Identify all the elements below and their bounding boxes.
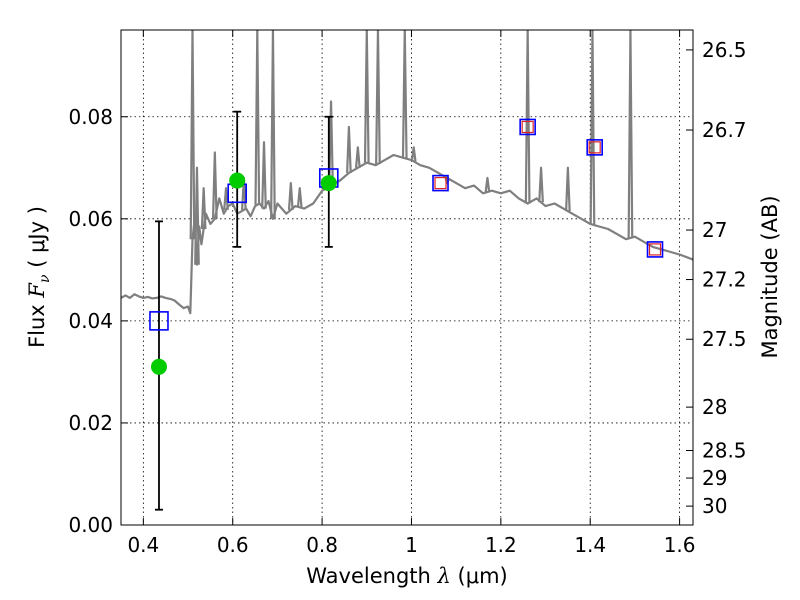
emission-line [270, 30, 276, 219]
emission-line [211, 151, 218, 219]
y2-tick-label: 26.5 [702, 38, 747, 62]
spectrum-line [121, 153, 693, 315]
emission-line [254, 30, 261, 205]
emission-line [627, 30, 634, 238]
emission-line [538, 166, 544, 203]
x-tick-label: 1.6 [664, 533, 696, 557]
y-tick-label: 0.02 [68, 411, 113, 435]
emission-line [346, 125, 352, 173]
y2-tick-label: 27 [702, 218, 727, 242]
emission-line [328, 100, 334, 186]
observed-point [320, 175, 337, 192]
model-square [149, 311, 169, 331]
emission-line [484, 176, 491, 193]
y2-tick-label: 28 [702, 395, 727, 419]
plot-frame [120, 29, 694, 526]
emission-line [375, 30, 381, 164]
inner-square [648, 243, 662, 256]
y2-tick-label: 29 [702, 466, 727, 490]
y-tick-label: 0.08 [68, 105, 113, 129]
y2-tick-label: 27.5 [702, 327, 747, 351]
x-tick-label: 0.8 [306, 533, 338, 557]
emission-line [200, 187, 207, 230]
model-square [586, 139, 603, 156]
emission-line [261, 141, 267, 209]
inner-square [588, 141, 601, 154]
y-tick-label: 0.06 [68, 207, 113, 231]
x-tick-label: 1.2 [485, 533, 517, 557]
y2-tick-label: 27.2 [702, 268, 747, 292]
model-square [519, 118, 536, 136]
emission-line [564, 166, 571, 212]
ticks: 0.4 0.6 0.8 1 1.2 1.4 1.6 0.00 0.02 0.04 0.06 0.08 2… [68, 30, 747, 557]
emission-line [223, 187, 229, 210]
emission-line [287, 181, 294, 210]
plot-background [121, 30, 693, 525]
emission-line [354, 146, 361, 168]
data-layer [121, 30, 693, 511]
inner-square [521, 120, 534, 134]
x-tick-label: 1.4 [574, 533, 606, 557]
y-axis-label: Flux Fν ( μJy ) [25, 206, 53, 348]
emission-line [410, 146, 417, 162]
inner-square [434, 176, 447, 190]
y-tick-label: 0.04 [68, 309, 113, 333]
model-square [646, 241, 664, 258]
x-tick-label: 0.4 [127, 533, 159, 557]
x-axis-label: Wavelength λ (μm) [306, 564, 507, 588]
y-tick-label: 0.00 [68, 513, 113, 537]
y2-tick-label: 26.7 [702, 118, 747, 142]
y2-tick-label: 30 [702, 494, 727, 518]
y2-axis-label: Magnitude (AB) [758, 195, 782, 358]
emission-line [189, 30, 196, 240]
emission-line [296, 187, 303, 208]
emission-line [194, 166, 200, 265]
observed-point [229, 172, 246, 189]
emission-line [524, 30, 531, 204]
model-square [432, 174, 449, 192]
emission-line [401, 30, 408, 159]
observed-point [150, 358, 167, 375]
x-tick-label: 1 [405, 533, 418, 557]
y2-tick-label: 28.5 [702, 438, 747, 462]
x-tick-label: 0.6 [217, 533, 249, 557]
emission-line [363, 30, 370, 163]
emission-line [589, 30, 596, 225]
